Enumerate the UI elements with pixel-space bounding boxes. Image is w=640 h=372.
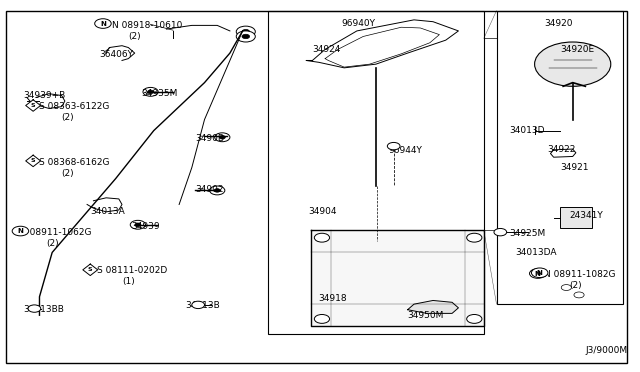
Text: (2): (2) [570, 281, 582, 290]
Text: S: S [31, 103, 35, 108]
Circle shape [534, 42, 611, 86]
Text: (2): (2) [129, 32, 141, 41]
Polygon shape [311, 230, 484, 326]
Polygon shape [83, 264, 98, 276]
Text: 34904: 34904 [308, 207, 337, 217]
Text: 34902: 34902 [195, 185, 223, 194]
Polygon shape [26, 155, 40, 167]
Circle shape [12, 226, 29, 236]
Circle shape [143, 87, 158, 96]
Circle shape [214, 133, 230, 142]
Circle shape [387, 142, 400, 150]
Circle shape [209, 186, 225, 195]
Circle shape [192, 301, 205, 309]
Text: S 08363-6122G: S 08363-6122G [40, 102, 110, 111]
Polygon shape [26, 100, 40, 111]
Circle shape [314, 233, 330, 242]
Circle shape [314, 314, 330, 323]
Circle shape [135, 223, 141, 227]
Text: 34013DA: 34013DA [516, 248, 557, 257]
Text: 34013B: 34013B [186, 301, 220, 311]
Circle shape [236, 26, 255, 37]
Circle shape [95, 19, 111, 28]
Text: (2): (2) [61, 113, 74, 122]
Circle shape [467, 314, 482, 323]
Text: N: N [100, 20, 106, 26]
Text: 3490B: 3490B [195, 134, 224, 142]
Text: 34925M: 34925M [509, 230, 545, 238]
Text: 34918: 34918 [319, 294, 348, 303]
Circle shape [574, 292, 584, 298]
Text: 34920: 34920 [544, 19, 573, 28]
Circle shape [494, 228, 507, 236]
Text: 34939+B: 34939+B [24, 91, 66, 100]
Circle shape [236, 31, 255, 42]
Text: 36406Y: 36406Y [100, 51, 134, 60]
Text: 34013A: 34013A [90, 207, 125, 217]
Text: S 08368-6162G: S 08368-6162G [40, 157, 110, 167]
Text: 34935M: 34935M [141, 89, 177, 98]
Text: (2): (2) [46, 239, 58, 248]
Text: N: N [17, 228, 24, 234]
Text: (2): (2) [61, 169, 74, 177]
Text: 34939: 34939 [131, 222, 160, 231]
Text: 34013BB: 34013BB [24, 305, 65, 314]
Circle shape [214, 189, 220, 192]
Circle shape [531, 268, 548, 278]
Circle shape [242, 34, 250, 39]
Text: S: S [88, 267, 93, 272]
Text: 24341Y: 24341Y [570, 211, 604, 220]
Text: 96940Y: 96940Y [341, 19, 375, 28]
Text: (1): (1) [122, 278, 135, 286]
Polygon shape [408, 301, 458, 313]
Text: S 08111-0202D: S 08111-0202D [97, 266, 167, 275]
Text: 34924: 34924 [312, 45, 341, 54]
Text: 34922: 34922 [547, 145, 575, 154]
Bar [560, 207, 592, 228]
Text: 96944Y: 96944Y [388, 147, 422, 155]
Text: 34921: 34921 [560, 163, 589, 172]
Circle shape [529, 269, 546, 278]
Text: N 08911-1062G: N 08911-1062G [20, 228, 92, 237]
Text: 34950M: 34950M [408, 311, 444, 320]
Circle shape [147, 90, 154, 94]
Text: J3/9000M: J3/9000M [586, 346, 627, 355]
Text: N 08911-1082G: N 08911-1082G [544, 270, 616, 279]
Circle shape [220, 135, 225, 139]
Circle shape [28, 305, 41, 312]
Circle shape [561, 285, 572, 291]
Text: 34013D: 34013D [509, 126, 545, 135]
Text: S: S [31, 158, 35, 163]
Text: 34920E: 34920E [560, 45, 594, 54]
Circle shape [467, 233, 482, 242]
Circle shape [131, 220, 145, 229]
Circle shape [242, 29, 250, 34]
Text: N: N [535, 270, 541, 276]
Text: N 08918-10610: N 08918-10610 [113, 21, 183, 30]
Text: N: N [537, 270, 543, 276]
